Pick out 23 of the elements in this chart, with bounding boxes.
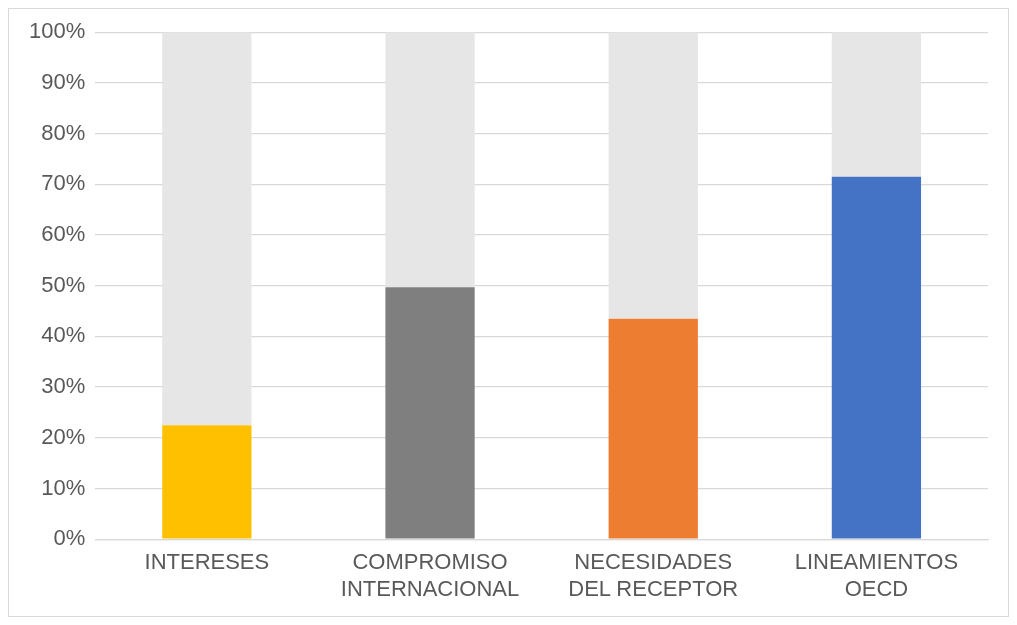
bar [831,32,922,177]
x-tick-label: INTERESES [144,549,270,575]
bar [162,32,252,426]
y-tick-label: 30% [41,373,86,399]
bar [608,32,698,319]
x-tick-label: NECESIDADES DEL RECEPTOR [568,549,739,601]
y-tick-label: 40% [41,322,86,348]
y-tick-label: 10% [41,474,86,500]
y-tick-label: 100% [28,18,86,44]
y-tick-label: 80% [41,119,86,145]
bar [608,318,698,539]
y-tick-label: 60% [41,221,86,247]
x-tick-label: COMPROMISO INTERNACIONAL [340,549,520,601]
y-tick-label: 90% [41,68,86,94]
x-tick-label: LINEAMIENTOS OECD [794,549,959,601]
bar [831,176,922,539]
bar [385,287,475,539]
y-tick-label: 20% [41,423,86,449]
y-tick-label: 70% [41,170,86,196]
y-tick-label: 0% [53,525,86,551]
bar [385,32,475,288]
y-tick-label: 50% [41,271,86,297]
bar [162,425,252,539]
